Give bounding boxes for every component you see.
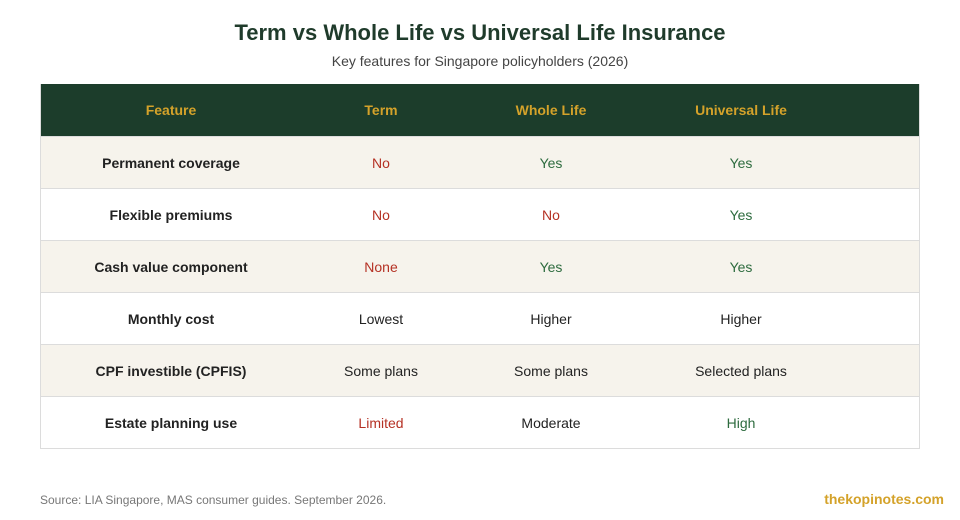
table-cell-universal-life: Selected plans (695, 362, 787, 379)
source-note: Source: LIA Singapore, MAS consumer guid… (40, 493, 387, 507)
table-cell-whole-life: No (542, 206, 560, 223)
table-cell-feature: Flexible premiums (109, 206, 233, 223)
table-cell-term: No (372, 206, 390, 223)
column-header-feature: Feature (145, 102, 197, 118)
table-cell-feature: Monthly cost (127, 310, 215, 327)
table-cell-feature: CPF investible (CPFIS) (95, 362, 247, 379)
table-cell-universal-life: Yes (729, 258, 753, 275)
table-cell-whole-life: Some plans (514, 362, 588, 379)
table-cell-whole-life: Yes (539, 258, 563, 275)
table-cell-term: No (372, 154, 390, 171)
table-cell-term: Limited (358, 414, 404, 431)
table-row: Flexible premiums No No Yes (41, 188, 919, 240)
table-cell-feature: Estate planning use (104, 414, 238, 431)
table-cell-universal-life: Yes (729, 154, 753, 171)
table-cell-universal-life: High (726, 414, 756, 431)
table-cell-feature: Cash value component (94, 258, 248, 275)
table-cell-whole-life: Higher (530, 310, 572, 327)
column-header-universal-life: Universal Life (695, 102, 787, 118)
column-header-whole-life: Whole Life (515, 102, 587, 118)
table-row: Monthly cost Lowest Higher Higher (41, 292, 919, 344)
brand-label: thekopinotes.com (824, 491, 944, 507)
table-row: Estate planning use Limited Moderate High (41, 396, 919, 448)
table-row: Cash value component None Yes Yes (41, 240, 919, 292)
table-cell-term: Lowest (358, 310, 404, 327)
column-header-term: Term (364, 102, 398, 118)
table-cell-whole-life: Moderate (521, 414, 581, 431)
chart-subtitle: Key features for Singapore policyholders… (331, 53, 629, 69)
chart-title: Term vs Whole Life vs Universal Life Ins… (234, 20, 726, 45)
table-cell-whole-life: Yes (539, 154, 563, 171)
table-row: CPF investible (CPFIS) Some plans Some pla… (41, 344, 919, 396)
table-cell-feature: Permanent coverage (102, 154, 240, 171)
comparison-table: Feature Term Whole Life Universal Life P… (40, 84, 920, 449)
table-cell-universal-life: Higher (720, 310, 762, 327)
table-header-row: Feature Term Whole Life Universal Life (41, 84, 919, 136)
table-body: Permanent coverage No Yes Yes Flexible premi… (41, 136, 919, 448)
table-cell-term: Some plans (344, 362, 418, 379)
table-cell-universal-life: Yes (729, 206, 753, 223)
table-cell-term: None (364, 258, 398, 275)
table-row: Permanent coverage No Yes Yes (41, 136, 919, 188)
